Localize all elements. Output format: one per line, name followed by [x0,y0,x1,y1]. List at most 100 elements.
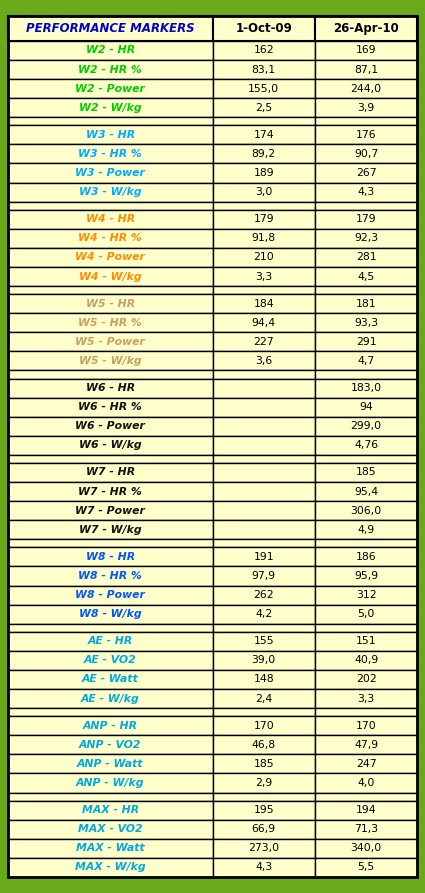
Text: W2 - Power: W2 - Power [75,84,145,94]
Bar [212,586,315,605]
Bar [212,631,315,651]
Bar [315,735,417,755]
Bar [8,417,212,436]
Bar [212,708,315,716]
Bar [315,670,417,689]
Bar [8,651,212,670]
Bar [315,651,417,670]
Text: 83,1: 83,1 [252,64,276,74]
Bar [212,41,315,60]
Text: 71,3: 71,3 [354,824,378,834]
Bar [315,482,417,501]
Bar [315,210,417,229]
Bar [212,60,315,79]
Text: 176: 176 [356,129,377,140]
Text: 185: 185 [356,467,377,478]
Bar [315,605,417,623]
Text: AE - HR: AE - HR [88,637,133,647]
Text: 2,5: 2,5 [255,103,272,113]
Text: 155: 155 [253,637,274,647]
Text: W3 - HR: W3 - HR [85,129,135,140]
Bar [315,586,417,605]
Bar [8,501,212,521]
Bar [212,417,315,436]
Bar [212,248,315,267]
Text: W4 - W/kg: W4 - W/kg [79,271,142,281]
Text: W6 - Power: W6 - Power [75,421,145,431]
Bar [315,267,417,286]
Text: 162: 162 [253,46,274,55]
Bar [212,229,315,248]
Text: 191: 191 [253,552,274,562]
Bar [212,210,315,229]
Text: 87,1: 87,1 [354,64,378,74]
Bar [8,755,212,773]
Text: 1-Oct-09: 1-Oct-09 [235,22,292,35]
Bar [315,332,417,352]
Bar [8,521,212,539]
Bar [315,98,417,117]
Text: 92,3: 92,3 [354,233,378,244]
Text: 3,9: 3,9 [357,103,375,113]
Text: W2 - W/kg: W2 - W/kg [79,103,142,113]
Text: 247: 247 [356,759,377,769]
Text: 183,0: 183,0 [351,383,382,393]
Bar [212,547,315,566]
Bar [212,436,315,455]
Text: 299,0: 299,0 [351,421,382,431]
Text: 2,4: 2,4 [255,694,272,704]
Bar [8,16,212,41]
Bar [8,735,212,755]
Bar [315,708,417,716]
Bar [8,125,212,145]
Text: 185: 185 [253,759,274,769]
Bar [212,539,315,547]
Bar [8,267,212,286]
Bar [8,332,212,352]
Text: W8 - Power: W8 - Power [75,590,145,600]
Bar [315,455,417,463]
Bar [212,773,315,792]
Text: W2 - HR: W2 - HR [85,46,135,55]
Text: 174: 174 [253,129,274,140]
Text: MAX - W/kg: MAX - W/kg [75,863,145,872]
Bar [315,397,417,417]
Bar [212,397,315,417]
Text: 179: 179 [253,214,274,224]
Bar [212,689,315,708]
Bar [212,566,315,586]
Bar [8,163,212,182]
Text: 189: 189 [253,168,274,178]
Bar [8,397,212,417]
Text: 273,0: 273,0 [248,843,279,854]
Bar [8,202,212,210]
Text: ANP - W/kg: ANP - W/kg [76,778,144,788]
Bar [8,716,212,735]
Bar [8,182,212,202]
Bar [315,182,417,202]
Text: MAX - HR: MAX - HR [82,805,139,815]
Text: W4 - HR %: W4 - HR % [78,233,142,244]
Bar [212,117,315,125]
Text: W7 - Power: W7 - Power [75,505,145,515]
Text: 39,0: 39,0 [252,655,276,665]
Bar [315,379,417,397]
Text: 184: 184 [253,298,274,309]
Bar [212,521,315,539]
Text: 3,0: 3,0 [255,188,272,197]
Bar [315,839,417,858]
Bar [315,229,417,248]
Bar [212,455,315,463]
Text: W6 - HR %: W6 - HR % [78,402,142,413]
Text: 291: 291 [356,337,377,346]
Bar [8,455,212,463]
Bar [315,248,417,267]
Bar [8,352,212,371]
Text: 179: 179 [356,214,377,224]
Text: W7 - HR %: W7 - HR % [78,487,142,497]
Text: W6 - HR: W6 - HR [85,383,135,393]
Text: 95,9: 95,9 [354,571,378,581]
Bar [8,539,212,547]
Bar [8,463,212,482]
Text: 40,9: 40,9 [354,655,378,665]
